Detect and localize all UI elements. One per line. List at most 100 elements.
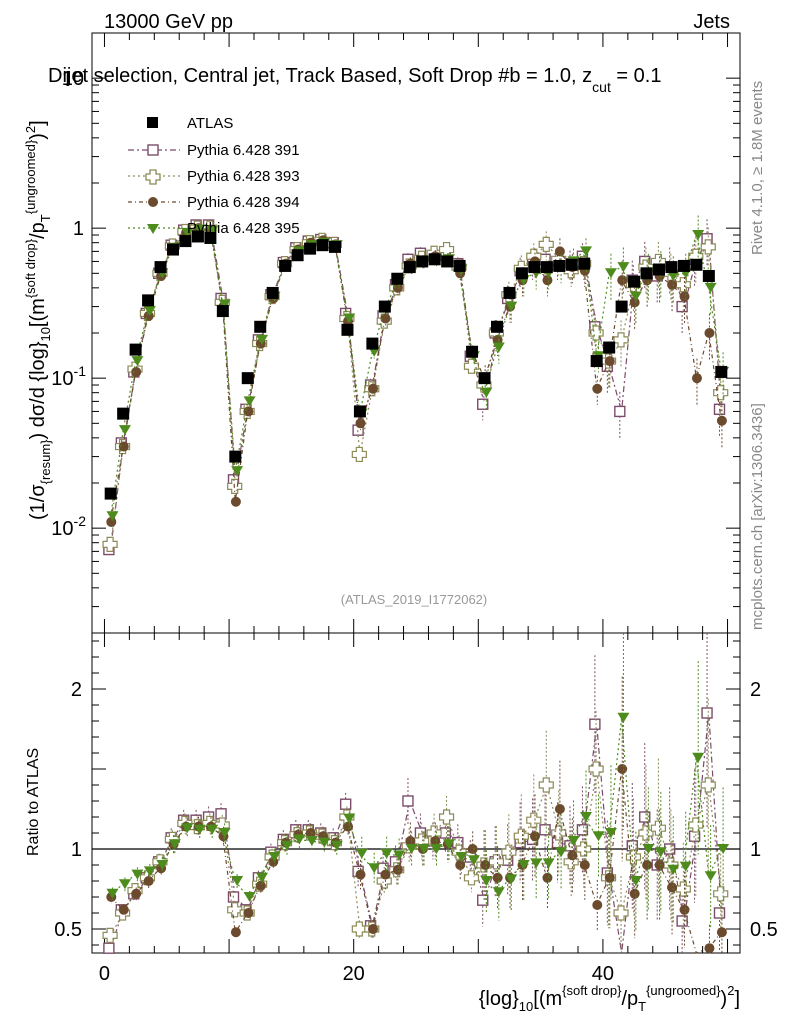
main-data-point [704, 328, 715, 338]
ratio-data-point [367, 924, 378, 934]
ratio-data-point [477, 894, 489, 906]
ratio-data-point [613, 905, 629, 921]
ratio-data-point [339, 798, 352, 810]
ratio-data-point [218, 828, 231, 838]
y-tick-label: 10-1 [51, 363, 86, 390]
main-data-point [256, 334, 269, 345]
atlas-data-point [528, 261, 541, 274]
ratio-data-point [293, 834, 306, 845]
ratio-data-point [625, 849, 642, 865]
rivet-label: Rivet 4.1.0, ≥ 1.8M events [749, 81, 766, 255]
main-data-point [617, 262, 630, 273]
ratio-data-point [355, 848, 368, 859]
ratio-data-point [215, 808, 227, 820]
ratio-data-point [579, 860, 590, 870]
ratio-data-point [430, 836, 441, 846]
main-data-point [143, 306, 156, 317]
atlas-data-point [229, 450, 242, 463]
atlas-data-point [291, 249, 304, 262]
ratio-data-point [542, 872, 553, 883]
y-tick-label: 1 [73, 218, 84, 240]
ratio-data-point [467, 844, 478, 854]
ratio-data-point [268, 852, 281, 862]
ratio-data-point [667, 882, 678, 893]
ratio-data-point [629, 876, 642, 886]
ratio-data-point [542, 858, 555, 869]
ratio-data-point [438, 809, 455, 825]
atlas-data-point [316, 239, 329, 252]
ratio-data-point [102, 927, 118, 943]
main-data-point [492, 334, 503, 345]
main-data-point [355, 418, 366, 429]
ratio-y-tick-label: 1 [71, 839, 82, 861]
atlas-data-point [515, 267, 528, 280]
ratio-data-point [143, 876, 154, 886]
atlas-data-point [366, 337, 379, 350]
ratio-data-point [501, 844, 517, 860]
main-data-point [614, 405, 626, 418]
ratio-data-point [675, 881, 691, 897]
atlas-data-point [590, 355, 603, 368]
ratio-data-point [455, 860, 466, 870]
ratio-data-point [526, 812, 542, 828]
ratio-y-tick-label: 0.5 [54, 919, 82, 941]
atlas-data-point [540, 261, 553, 274]
main-data-point [679, 291, 690, 302]
main-data-point [617, 275, 628, 286]
energy-label: 13000 GeV pp [104, 11, 233, 33]
source-label: mcplots.cern.ch [arXiv:1306.3436] [749, 403, 766, 630]
main-data-point [700, 239, 716, 255]
ratio-data-point [181, 823, 194, 834]
ratio-data-point [103, 942, 115, 954]
main-data-point [580, 246, 593, 257]
ratio-frame [91, 632, 741, 954]
ratio-data-point [592, 831, 605, 842]
atlas-data-point [441, 255, 454, 268]
legend-marker-atlas [147, 117, 158, 128]
atlas-data-point [391, 272, 404, 285]
atlas-data-point [453, 259, 466, 272]
ratio-data-point [418, 844, 431, 854]
main-data-point [675, 277, 691, 293]
ratio-data-point [343, 821, 354, 832]
ratio-data-point [405, 844, 418, 854]
ratio-data-point [688, 817, 704, 833]
atlas-data-point [565, 258, 578, 271]
main-data-point [477, 398, 489, 410]
atlas-data-point [104, 487, 117, 500]
ratio-data-point [654, 860, 665, 870]
atlas-data-point [204, 231, 217, 244]
ratio-data-point [617, 712, 630, 723]
ratio-data-point [118, 904, 129, 915]
main-data-point [118, 425, 131, 436]
ratio-data-point [206, 824, 219, 835]
ratio-data-point [679, 904, 690, 915]
main-data-point [613, 332, 629, 348]
main-data-point [106, 511, 119, 522]
ratio-data-point [480, 876, 493, 886]
legend-label-395: Pythia 6.428 395 [187, 220, 300, 237]
ratio-data-point [638, 825, 654, 841]
ratio-data-point [439, 827, 452, 839]
atlas-data-point [428, 253, 441, 266]
ratio-data-point [243, 908, 254, 918]
atlas-data-point [129, 343, 142, 356]
ratio-y-tick-label-right: 1 [750, 839, 761, 861]
atlas-data-point [254, 320, 267, 333]
atlas-data-point [266, 286, 279, 299]
legend-label-atlas: ATLAS [187, 115, 233, 132]
ratio-series-line [110, 717, 722, 899]
ratio-data-point [576, 841, 592, 857]
ratio-data-point [667, 864, 680, 875]
main-data-point [118, 441, 129, 452]
legend-marker-395 [147, 224, 159, 234]
category-label: Jets [693, 11, 730, 33]
main-data-point [206, 225, 219, 236]
ratio-data-point [467, 855, 480, 866]
atlas-data-point [341, 323, 354, 336]
main-data-point [230, 496, 241, 507]
ratio-data-point [701, 707, 713, 719]
plot-title: Dijet selection, Central jet, Track Base… [48, 65, 661, 95]
ratio-data-point [530, 858, 543, 869]
